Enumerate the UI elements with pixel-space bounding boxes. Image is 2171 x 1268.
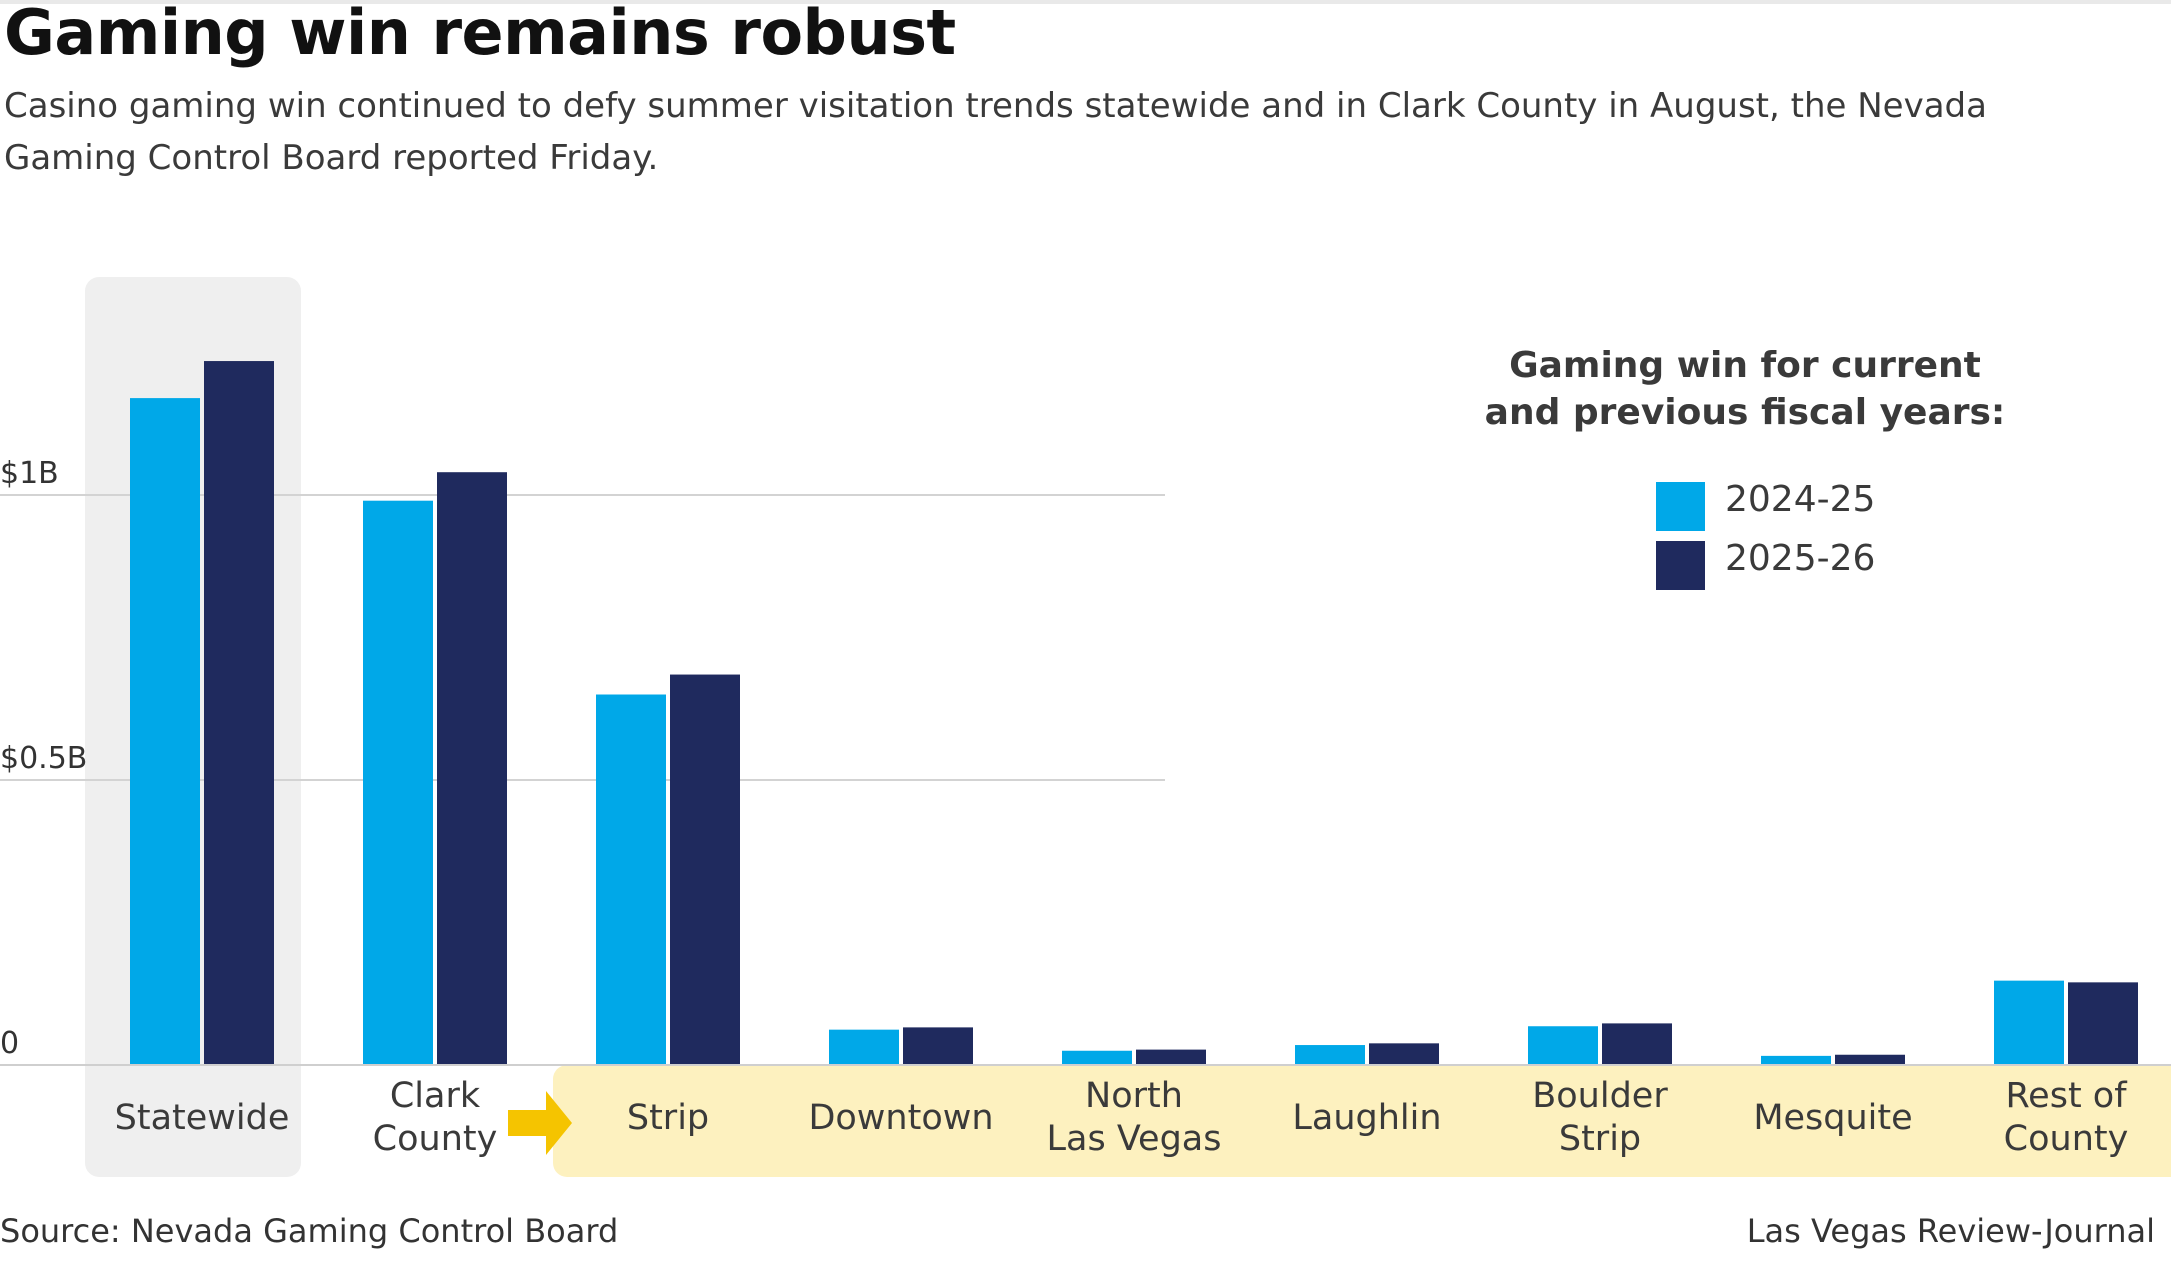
category-label-line: County	[373, 1119, 498, 1159]
category-label-line: Las Vegas	[1047, 1119, 1222, 1159]
highlight-band-clark-breakdown	[553, 1065, 2171, 1177]
chart-subtitle: Casino gaming win continued to defy summ…	[4, 86, 1987, 178]
bar-2024-25-laughlin	[1295, 1045, 1365, 1065]
category-label-line: Statewide	[115, 1098, 290, 1138]
bar-2025-26-boulder-strip	[1602, 1023, 1672, 1065]
y-tick-label: $0.5B	[0, 741, 87, 776]
bar-2025-26-strip	[670, 674, 740, 1065]
source-note: Source: Nevada Gaming Control Board	[0, 1212, 619, 1250]
legend-title: Gaming win for current and previous fisca…	[1485, 345, 2006, 433]
bar-2024-25-strip	[596, 694, 666, 1065]
bar-2025-26-mesquite	[1835, 1054, 1905, 1065]
bar-2024-25-mesquite	[1761, 1055, 1831, 1065]
category-label-line: Clark	[390, 1076, 481, 1116]
legend-title-line: Gaming win for current	[1509, 345, 1981, 386]
category-label: Clark County	[373, 1076, 498, 1159]
category-label: Mesquite	[1753, 1098, 1912, 1138]
category-label-line: North	[1085, 1076, 1183, 1116]
category-label-line: Laughlin	[1292, 1098, 1441, 1138]
bar-2025-26-north-las-vegas	[1136, 1049, 1206, 1065]
bar-2025-26-rest-of-county	[2068, 982, 2138, 1065]
category-label: Statewide	[115, 1098, 290, 1138]
category-label: Strip	[627, 1098, 709, 1138]
legend-title-line: and previous fiscal years:	[1485, 392, 2006, 433]
category-label-line: Boulder	[1532, 1076, 1668, 1116]
bar-2024-25-downtown	[829, 1029, 899, 1065]
legend-swatch-2025-26	[1656, 541, 1705, 590]
chart-title: Gaming win remains robust	[4, 0, 956, 69]
category-label-line: County	[2004, 1119, 2129, 1159]
bar-2024-25-boulder-strip	[1528, 1026, 1598, 1065]
y-tick-label: $1B	[0, 456, 59, 491]
category-label-line: Downtown	[808, 1098, 993, 1138]
category-label: Rest of County	[2004, 1076, 2129, 1159]
category-label-line: Strip	[627, 1098, 709, 1138]
bar-2024-25-statewide	[130, 398, 200, 1066]
category-label-line: Rest of	[2005, 1076, 2127, 1116]
category-label-line: Strip	[1559, 1119, 1641, 1159]
publisher-credit: Las Vegas Review-Journal	[1746, 1212, 2155, 1250]
category-label: Downtown	[808, 1098, 993, 1138]
y-tick-label: 0	[0, 1026, 19, 1061]
top-rule	[0, 0, 2171, 4]
category-label: Laughlin	[1292, 1098, 1441, 1138]
legend-label: 2024-25	[1725, 479, 1875, 520]
bar-2025-26-laughlin	[1369, 1043, 1439, 1065]
right-arrow-icon	[508, 1091, 572, 1155]
bar-2025-26-clark-county	[437, 472, 507, 1065]
category-label: Boulder Strip	[1532, 1076, 1668, 1159]
category-label: North Las Vegas	[1047, 1076, 1222, 1159]
bar-2025-26-statewide	[204, 361, 274, 1065]
legend-swatch-2024-25	[1656, 482, 1705, 531]
bar-2024-25-north-las-vegas	[1062, 1050, 1132, 1065]
category-label-line: Mesquite	[1753, 1098, 1912, 1138]
legend-label: 2025-26	[1725, 538, 1875, 579]
bar-2024-25-clark-county	[363, 500, 433, 1065]
bar-2024-25-rest-of-county	[1994, 980, 2064, 1065]
bar-2025-26-downtown	[903, 1027, 973, 1065]
